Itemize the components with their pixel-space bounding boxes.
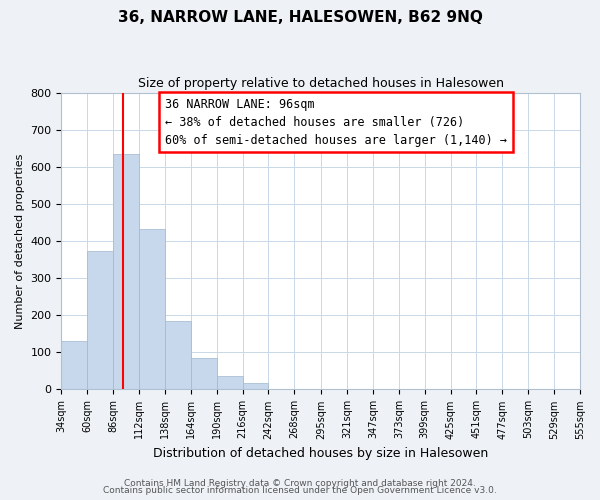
X-axis label: Distribution of detached houses by size in Halesowen: Distribution of detached houses by size … bbox=[153, 447, 488, 460]
Text: Contains HM Land Registry data © Crown copyright and database right 2024.: Contains HM Land Registry data © Crown c… bbox=[124, 478, 476, 488]
Text: Contains public sector information licensed under the Open Government Licence v3: Contains public sector information licen… bbox=[103, 486, 497, 495]
Bar bbox=[191, 358, 217, 390]
Bar bbox=[165, 321, 191, 390]
Bar bbox=[61, 342, 87, 390]
Bar bbox=[113, 154, 139, 390]
Text: 36, NARROW LANE, HALESOWEN, B62 9NQ: 36, NARROW LANE, HALESOWEN, B62 9NQ bbox=[118, 10, 482, 25]
Bar bbox=[242, 383, 268, 390]
Title: Size of property relative to detached houses in Halesowen: Size of property relative to detached ho… bbox=[138, 78, 504, 90]
Bar bbox=[87, 250, 113, 390]
Bar bbox=[139, 230, 165, 390]
Text: 36 NARROW LANE: 96sqm
← 38% of detached houses are smaller (726)
60% of semi-det: 36 NARROW LANE: 96sqm ← 38% of detached … bbox=[165, 98, 507, 146]
Y-axis label: Number of detached properties: Number of detached properties bbox=[15, 154, 25, 329]
Bar bbox=[217, 376, 242, 390]
